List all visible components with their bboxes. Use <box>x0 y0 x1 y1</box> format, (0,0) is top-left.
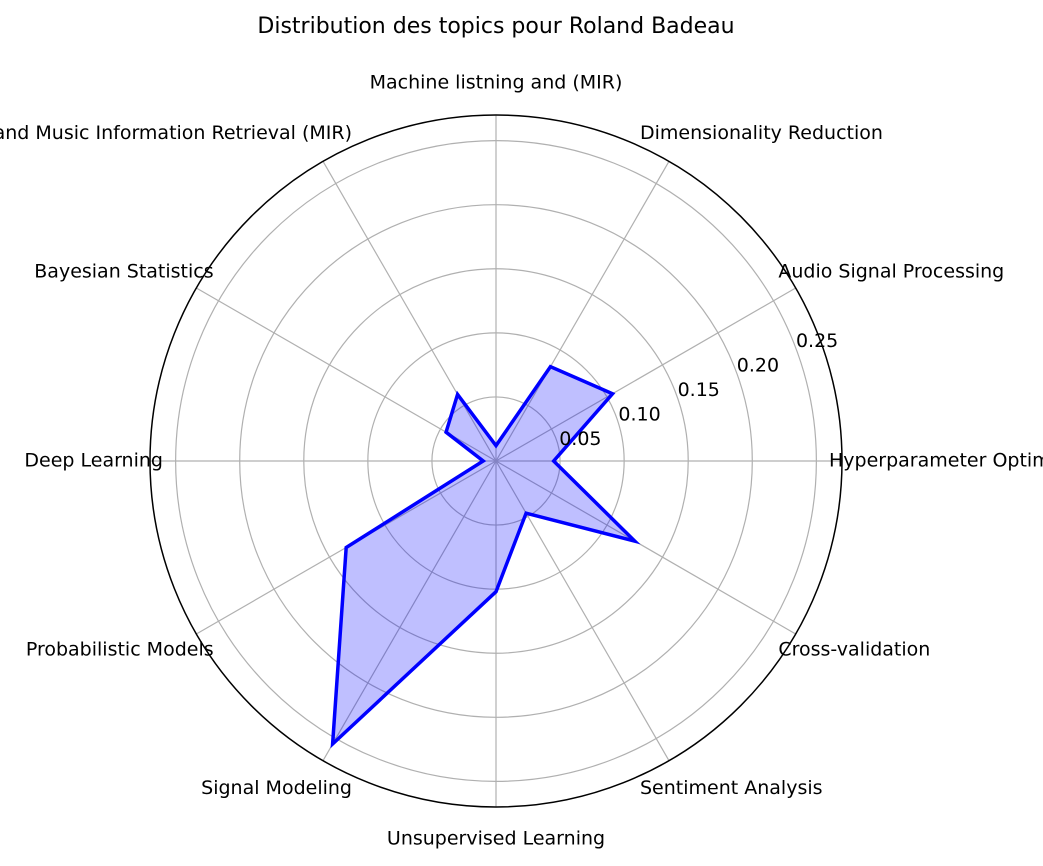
series-1-area <box>333 367 635 744</box>
radial-tick-label-1: 0.05 <box>559 428 601 450</box>
category-label-audio-signal-processing: Audio Signal Processing <box>778 261 1004 283</box>
series-area <box>333 367 635 744</box>
category-label-machine-listening-and-music-information-retrieval-mir: Machine Listening and Music Information … <box>0 122 352 144</box>
radial-tick-label-3: 0.15 <box>678 379 720 401</box>
category-label-deep-learning: Deep Learning <box>24 450 163 472</box>
category-label-dimensionality-reduction: Dimensionality Reduction <box>640 122 883 144</box>
category-label-machine-listning-and-mir: Machine listning and (MIR) <box>370 72 623 94</box>
category-label-sentiment-analysis: Sentiment Analysis <box>640 777 823 799</box>
category-label-probabilistic-models: Probabilistic Models <box>26 639 214 661</box>
chart-title: Distribution des topics pour Roland Bade… <box>257 14 734 39</box>
category-label-hyperparameter-optimization: Hyperparameter Optimization <box>829 450 1043 472</box>
category-label-cross-validation: Cross-validation <box>778 639 930 661</box>
radial-tick-label-4: 0.20 <box>737 354 779 376</box>
category-label-signal-modeling: Signal Modeling <box>201 777 352 799</box>
radial-tick-label-5: 0.25 <box>796 330 838 352</box>
category-label-bayesian-statistics: Bayesian Statistics <box>34 261 213 283</box>
category-label-unsupervised-learning: Unsupervised Learning <box>387 828 605 850</box>
radial-tick-label-2: 0.10 <box>618 403 660 425</box>
